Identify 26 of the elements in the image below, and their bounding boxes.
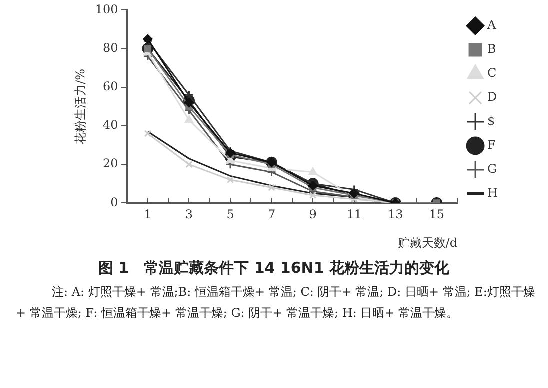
y-tick-label: 100 [95,2,118,16]
x-tick-label: 13 [388,208,404,222]
legend-label: F [488,138,496,152]
legend-label: D [488,90,498,104]
legend-label: $ [488,114,496,128]
legend-label: A [486,18,497,32]
y-axis-title: 花粉生活力/% [73,68,88,144]
y-tick-label: 40 [103,118,118,132]
text: 图 1 常温贮藏条件下 14 16N1 花粉生活力的变化 [97,259,451,278]
y-tick-label: 20 [103,156,118,171]
y-tick-label: 80 [103,40,118,55]
x-tick-label: 11 [346,208,362,222]
x-tick-label: 3 [185,208,194,222]
legend-label: G [488,162,498,176]
y-tick-label: 60 [103,80,118,94]
legend-label: C [488,66,497,80]
y-tick-label: 0 [110,195,118,210]
x-tick-label: 1 [144,208,152,222]
x-axis-title: 贮藏天数/d [398,236,458,250]
x-tick-label: 9 [309,208,317,222]
legend-label: H [488,186,498,200]
x-tick-label: 15 [429,208,445,222]
x-tick-label: 5 [226,208,234,222]
legend-label: B [488,42,497,56]
text: 注: A: 灯照干燥+ 常温;B: 恒温箱干燥+ 常温; C: 阴干+ 常温; D: 日晒+ 常温; E:灯照干燥+ 常温干燥; F: 恒温箱干燥+ 常温干燥; G: 阴干+ 常温干燥; H: 日晒+ 常温干燥。 [16,284,536,322]
x-tick-label: 7 [268,208,276,222]
